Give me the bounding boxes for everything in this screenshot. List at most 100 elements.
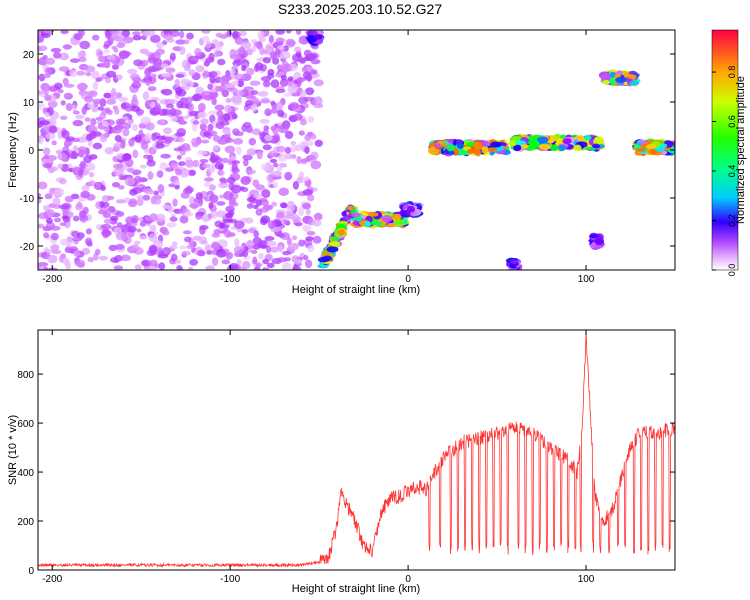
heatmap-cell <box>173 147 184 152</box>
heatmap-cell <box>92 142 103 150</box>
colorbar-tick-label: 0.6 <box>727 115 737 128</box>
heatmap-cell <box>147 86 157 92</box>
heatmap-cell <box>228 87 238 93</box>
heatmap-cell <box>290 144 297 153</box>
heatmap-cell <box>262 57 271 64</box>
heatmap-cell <box>42 266 49 270</box>
heatmap-cell <box>145 79 151 87</box>
heatmap-cell <box>394 219 404 225</box>
heatmap-cell <box>112 64 119 70</box>
heatmap-cell <box>298 239 306 247</box>
heatmap-cell <box>95 77 101 83</box>
heatmap-cell <box>155 143 165 149</box>
heatmap-cell <box>201 90 212 98</box>
heatmap-cell <box>218 164 224 171</box>
heatmap-cell <box>265 241 277 247</box>
heatmap-cell <box>105 107 111 113</box>
heatmap-cell <box>278 187 290 196</box>
heatmap-cell <box>202 213 209 221</box>
heatmap-cell <box>255 208 263 216</box>
heatmap-cell <box>234 36 244 45</box>
heatmap-cell <box>198 102 206 112</box>
heatmap-cell <box>146 249 156 256</box>
heatmap-cell <box>224 145 236 154</box>
heatmap-cell <box>188 103 195 112</box>
heatmap-cell <box>149 224 157 233</box>
heatmap-cell <box>284 92 293 97</box>
heatmap-cell <box>278 124 289 134</box>
heatmap-cell <box>313 212 323 221</box>
heatmap-cell <box>456 142 464 149</box>
heatmap-cell <box>287 40 296 46</box>
heatmap-cell <box>214 220 223 228</box>
heatmap-cell <box>260 76 272 82</box>
heatmap-cell <box>276 166 283 172</box>
heatmap-cell <box>253 193 262 200</box>
heatmap-cell <box>233 97 242 104</box>
heatmap-cell <box>86 240 92 246</box>
heatmap-cell <box>181 59 190 69</box>
heatmap-cell <box>202 163 211 169</box>
heatmap-cell <box>562 138 572 145</box>
heatmap-cell <box>121 153 130 161</box>
heatmap-cell <box>261 267 270 270</box>
heatmap-cell <box>292 181 299 190</box>
heatmap-cell <box>138 235 148 240</box>
heatmap-cell <box>132 31 141 36</box>
heatmap-cell <box>251 243 261 250</box>
heatmap-cell <box>61 130 70 139</box>
heatmap-cell <box>38 197 42 204</box>
heatmap-cell <box>99 62 110 68</box>
heatmap-cell <box>38 45 48 52</box>
heatmap-cell <box>90 118 97 126</box>
heatmap-cell <box>330 241 341 247</box>
colorbar-ticks: 0.0 0.2 0.4 0.6 0.8 <box>712 66 737 276</box>
heatmap-cell <box>107 195 115 200</box>
heatmap-cell <box>231 160 241 165</box>
heatmap-cell <box>148 233 158 242</box>
heatmap-cell <box>515 140 527 146</box>
heatmap-cell <box>252 256 258 265</box>
heatmap-cell <box>62 146 70 153</box>
heatmap-cell <box>75 70 86 76</box>
heatmap-cell <box>229 263 239 270</box>
heatmap-cell <box>144 149 150 154</box>
heatmap-cell <box>219 177 226 183</box>
heatmap-cell <box>650 148 657 155</box>
heatmap-cell <box>155 213 166 223</box>
heatmap-cell <box>249 80 261 86</box>
heatmap-cell <box>195 213 203 220</box>
heatmap-cell <box>363 221 372 228</box>
heatmap-cell <box>79 40 91 50</box>
heatmap-cell <box>51 249 62 255</box>
heatmap-cell <box>186 244 194 250</box>
heatmap-cell <box>308 53 318 60</box>
heatmap-cell <box>313 34 323 40</box>
heatmap-cell <box>231 113 238 120</box>
heatmap-cell <box>284 171 293 181</box>
heatmap-cell <box>243 246 249 252</box>
heatmap-cell <box>290 141 297 146</box>
heatmap-cell <box>60 30 69 35</box>
heatmap-cell <box>311 219 322 227</box>
heatmap-cell <box>305 259 313 269</box>
heatmap-cell <box>153 190 159 196</box>
heatmap-cell <box>130 244 140 251</box>
heatmap-cell <box>129 73 140 81</box>
heatmap-cell <box>197 111 208 119</box>
heatmap-cell <box>60 100 66 106</box>
heatmap-cell <box>50 47 62 53</box>
heatmap-cell <box>237 78 245 88</box>
heatmap-cell <box>214 50 220 58</box>
heatmap-cell <box>45 58 53 65</box>
heatmap-cell <box>167 206 174 214</box>
heatmap-cell <box>175 168 182 176</box>
heatmap-cell <box>305 236 314 242</box>
heatmap-cell <box>282 219 290 225</box>
heatmap-cell <box>81 106 87 115</box>
line-y-axis-label: SNR (10 * v/v) <box>7 415 19 485</box>
heatmap-cell <box>158 119 166 125</box>
heatmap-cell <box>129 198 137 205</box>
heatmap-cell <box>260 206 270 213</box>
heatmap-cell <box>169 245 178 250</box>
